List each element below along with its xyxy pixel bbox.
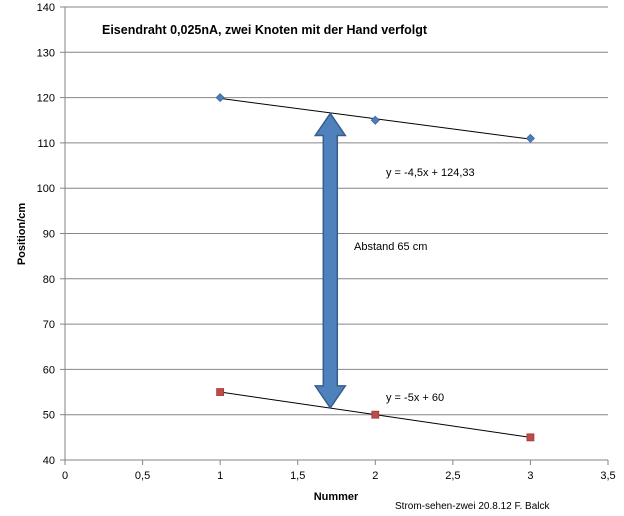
x-axis-title: Nummer [314, 491, 359, 503]
y-tick-label: 100 [37, 183, 55, 195]
distance-double-arrow [313, 112, 347, 410]
y-tick-label: 80 [43, 274, 55, 286]
y-tick-label: 130 [37, 47, 55, 59]
distance-arrow-layer [313, 112, 347, 410]
x-tick-label: 3 [527, 470, 533, 482]
x-tick-label: 3,5 [600, 470, 615, 482]
y-tick-label: 140 [37, 2, 55, 14]
y-tick-label: 70 [43, 319, 55, 331]
axes [60, 6, 609, 465]
trendline-label-lower: y = -5x + 60 [386, 392, 444, 404]
data-point-square [216, 388, 225, 396]
distance-label: Abstand 65 cm [354, 241, 427, 253]
labels: 40 50 60 70 80 90 100 110 120 130 140 0 0,5 1 1,5 2 2,5 3… [37, 2, 616, 482]
x-tick-label: 1,5 [290, 470, 305, 482]
data-point-square [371, 410, 380, 419]
x-tick-label: 2,5 [445, 470, 460, 482]
y-axis-title: Position/cm [16, 203, 28, 266]
data-point-diamond [215, 93, 225, 103]
data-point-diamond [370, 115, 380, 125]
footer-credit: Strom-sehen-zwei 20.8.12 F. Balck [395, 501, 551, 512]
x-tick-label: 1 [217, 470, 223, 482]
y-tick-label: 120 [37, 93, 55, 105]
data-point-square [526, 433, 535, 442]
y-tick-label: 90 [43, 229, 55, 241]
data-point-diamond [525, 133, 535, 143]
y-tick-label: 50 [43, 410, 55, 422]
trendline-label-upper: y = -4,5x + 124,33 [386, 167, 475, 179]
trendlines [220, 97, 531, 438]
chart-title: Eisendraht 0,025nA, zwei Knoten mit der … [102, 23, 428, 37]
y-tick-label: 110 [37, 138, 55, 150]
x-tick-label: 2 [372, 470, 378, 482]
x-tick-label: 0 [62, 470, 68, 482]
markers [215, 93, 535, 442]
x-tick-label: 0,5 [135, 470, 150, 482]
y-tick-label: 60 [43, 364, 55, 376]
y-tick-label: 40 [43, 455, 55, 467]
